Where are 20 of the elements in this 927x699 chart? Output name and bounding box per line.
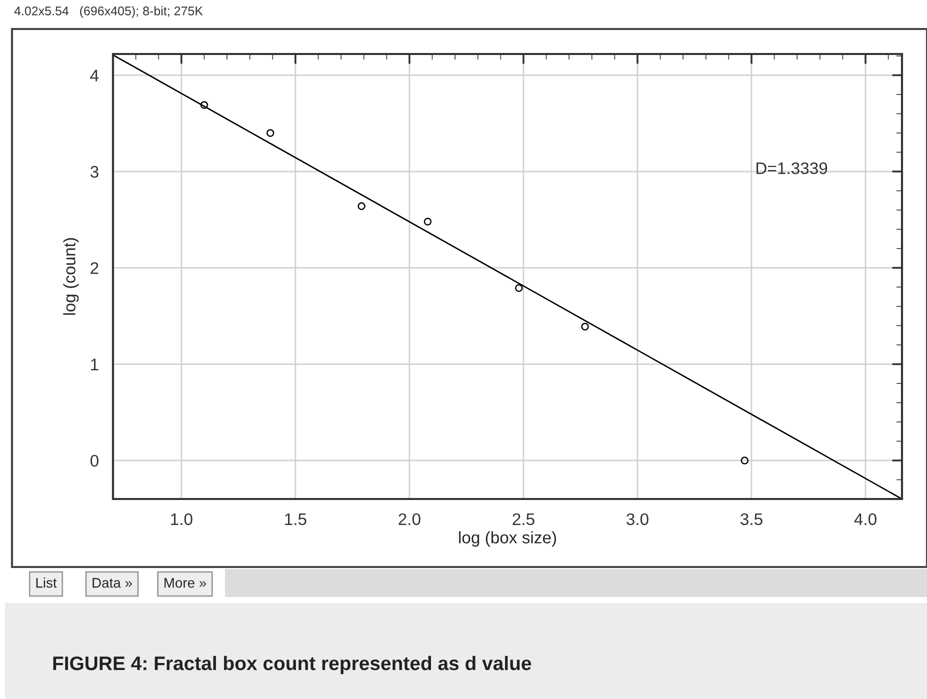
text: Data » (92, 578, 132, 588)
caption: FIGURE 4: Fractal box count represented as d value (53, 656, 532, 674)
y-tick-label: 4 (90, 70, 99, 82)
text: List (36, 578, 57, 588)
y-tick-label: 2 (90, 262, 98, 274)
x-axis-title: log (box size) (459, 531, 556, 547)
x-tick-label: 1.0 (171, 513, 192, 526)
y-tick-label: 3 (90, 166, 98, 178)
x-tick-label: 4.0 (854, 513, 876, 526)
y-axis-title: log (count) (63, 238, 79, 315)
x-tick-label: 2.0 (398, 513, 420, 526)
y-tick-label: 0 (90, 454, 98, 467)
x-tick-label: 3.5 (740, 513, 762, 526)
y-tick-label: 1 (91, 358, 98, 370)
text: 4.02x5.54 (696x405); 8-bit; 275K (14, 6, 203, 18)
x-tick-label: 1.5 (285, 514, 306, 526)
annotation: D=1.3339 (756, 162, 828, 174)
x-tick-label: 2.5 (512, 513, 534, 526)
x-tick-label: 3.0 (626, 513, 648, 526)
text: More » (164, 578, 206, 588)
